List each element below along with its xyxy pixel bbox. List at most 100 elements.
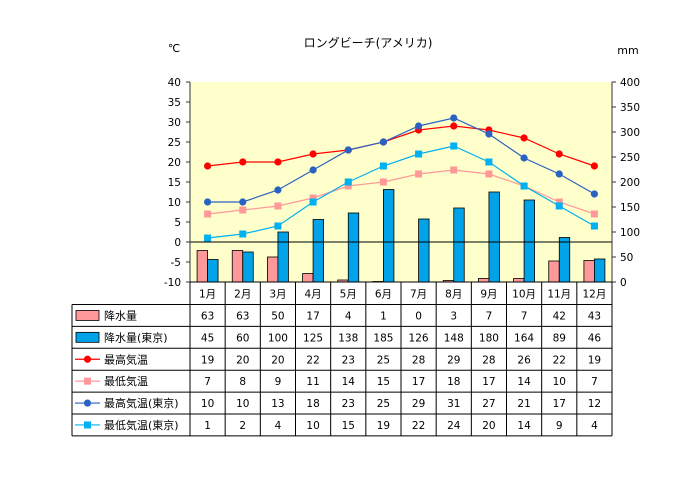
max-temp-tokyo-table-row: 最高気温(東京) 10 10 13 18 23 25 29 31 27 21 17 12 [75, 396, 601, 410]
min-temp-legend-marker [84, 377, 91, 385]
precipitation-tokyo-bar-1 [207, 259, 219, 283]
precipitation-tokyo-bar-5 [347, 212, 360, 283]
min-temp-cell-12: 7 [591, 376, 598, 388]
month-header-label: 5月 [340, 288, 357, 300]
max-temp-point-10 [520, 134, 528, 142]
max-temp-point-4 [309, 150, 317, 158]
max-temp-tokyo-cell-4: 18 [306, 398, 319, 410]
min-temp-cell-9: 17 [482, 376, 495, 388]
max-temp-tokyo-cell-2: 10 [236, 398, 249, 410]
month-header-label: 7月 [410, 288, 427, 300]
min-temp-point-7 [415, 170, 423, 178]
min-temp-cell-10: 14 [517, 376, 531, 388]
min-temp-cell-4: 11 [306, 376, 319, 388]
month-header-label: 1月 [199, 288, 216, 300]
precipitation-tokyo-bar-4 [312, 219, 324, 283]
left-axis-tick-label: 10 [168, 197, 181, 209]
axes-layer: 4035302520151050-5-104003503002502001501… [164, 77, 640, 289]
month-header-label: 8月 [445, 288, 462, 300]
max-temp-tokyo-cell-3: 13 [271, 398, 284, 410]
precipitation-tokyo-bar-8 [453, 207, 465, 283]
min-temp-tokyo-table-row: 最低気温(東京) 1 2 4 10 15 19 22 24 20 14 9 4 [75, 418, 598, 432]
left-axis-tick-label: 20 [168, 157, 181, 169]
min-temp-point-11 [555, 198, 563, 206]
month-header-label: 12月 [582, 288, 606, 300]
chart-title: ロングビーチ(アメリカ) [304, 36, 433, 50]
max-temp-tokyo-point-3 [274, 186, 282, 194]
max-temp-cell-8: 29 [447, 354, 460, 366]
max-temp-tokyo-point-7 [414, 122, 423, 130]
min-temp-tokyo-cell-12: 4 [591, 420, 598, 432]
min-temp-tokyo-cell-5: 15 [342, 420, 355, 432]
right-axis-unit: mm [617, 44, 638, 57]
max-temp-tokyo-cell-6: 25 [377, 398, 390, 410]
max-temp-cell-2: 20 [236, 354, 249, 366]
precipitation-tokyo-cell-2: 60 [236, 332, 249, 344]
max-temp-tokyo-line [207, 117, 595, 203]
min-temp-tokyo-cell-6: 19 [377, 420, 390, 432]
month-header-label: 4月 [304, 288, 321, 300]
min-temp-point-4 [309, 194, 317, 202]
min-temp-tokyo-point-5 [344, 178, 352, 186]
min-temp-tokyo-series [204, 142, 598, 242]
min-temp-tokyo-point-7 [415, 150, 423, 158]
bars-layer [196, 189, 606, 283]
max-temp-cell-7: 28 [412, 354, 425, 366]
min-temp-tokyo-point-3 [274, 222, 282, 230]
precipitation-tokyo-cell-9: 180 [479, 332, 499, 344]
min-temp-cell-11: 10 [553, 376, 566, 388]
min-temp-tokyo-point-8 [450, 142, 458, 150]
max-temp-cell-12: 19 [588, 354, 601, 366]
max-temp-tokyo-point-9 [485, 130, 493, 138]
max-temp-tokyo-point-4 [309, 166, 317, 174]
left-axis-tick-label: 5 [174, 217, 181, 229]
left-axis-tick-label: 0 [174, 237, 181, 249]
min-temp-tokyo-point-4 [309, 198, 317, 206]
min-temp-cell-5: 14 [342, 376, 356, 388]
precipitation-tokyo-cell-10: 164 [514, 332, 534, 344]
precipitation-tokyo-bar-12 [594, 258, 606, 283]
max-temp-point-8 [450, 122, 458, 130]
precipitation-cell-9: 7 [486, 310, 493, 322]
month-header-label: 9月 [480, 288, 497, 300]
precipitation-tokyo-cell-3: 100 [268, 332, 288, 344]
max-temp-line [207, 125, 595, 167]
max-temp-table-row: 最高気温 19 20 20 22 23 25 28 29 28 26 22 19 [75, 352, 601, 366]
min-temp-tokyo-cell-1: 1 [204, 420, 211, 432]
min-temp-tokyo-cell-8: 24 [447, 420, 461, 432]
min-temp-tokyo-point-6 [379, 162, 387, 170]
min-temp-tokyo-line [207, 145, 595, 239]
min-temp-tokyo-point-12 [590, 222, 598, 230]
max-temp-tokyo-point-5 [344, 146, 352, 154]
precipitation-legend-label: 降水量 [104, 308, 137, 322]
right-axis-tick-label: 0 [620, 277, 627, 289]
max-temp-tokyo-cell-7: 29 [412, 398, 425, 410]
max-temp-tokyo-cell-5: 23 [342, 398, 355, 410]
min-temp-point-2 [239, 206, 247, 214]
min-temp-tokyo-cell-10: 14 [517, 420, 531, 432]
min-temp-tokyo-cell-11: 9 [556, 420, 563, 432]
min-temp-tokyo-cell-7: 22 [412, 420, 425, 432]
precipitation-bar-4 [302, 273, 314, 283]
max-temp-legend-label: 最高気温 [104, 352, 148, 366]
right-axis-tick-label: 100 [620, 227, 640, 239]
min-temp-tokyo-legend-marker [84, 421, 91, 429]
month-header-label: 10月 [512, 288, 536, 300]
min-temp-point-1 [204, 210, 212, 218]
precipitation-tokyo-cell-11: 89 [553, 332, 566, 344]
min-temp-tokyo-legend-key [75, 421, 100, 429]
max-temp-tokyo-point-10 [520, 154, 528, 162]
max-temp-cell-1: 19 [201, 354, 214, 366]
precipitation-tokyo-cell-12: 46 [588, 332, 602, 344]
min-temp-legend-key [75, 377, 100, 385]
max-temp-tokyo-cell-9: 27 [482, 398, 495, 410]
min-temp-tokyo-point-11 [555, 202, 563, 210]
left-axis-tick-label: 15 [168, 177, 181, 189]
left-axis-tick-label: 40 [168, 77, 181, 89]
precipitation-cell-8: 3 [450, 310, 457, 322]
min-temp-point-9 [485, 170, 493, 178]
month-header-label: 11月 [547, 288, 571, 300]
precipitation-bar-9 [478, 278, 490, 283]
